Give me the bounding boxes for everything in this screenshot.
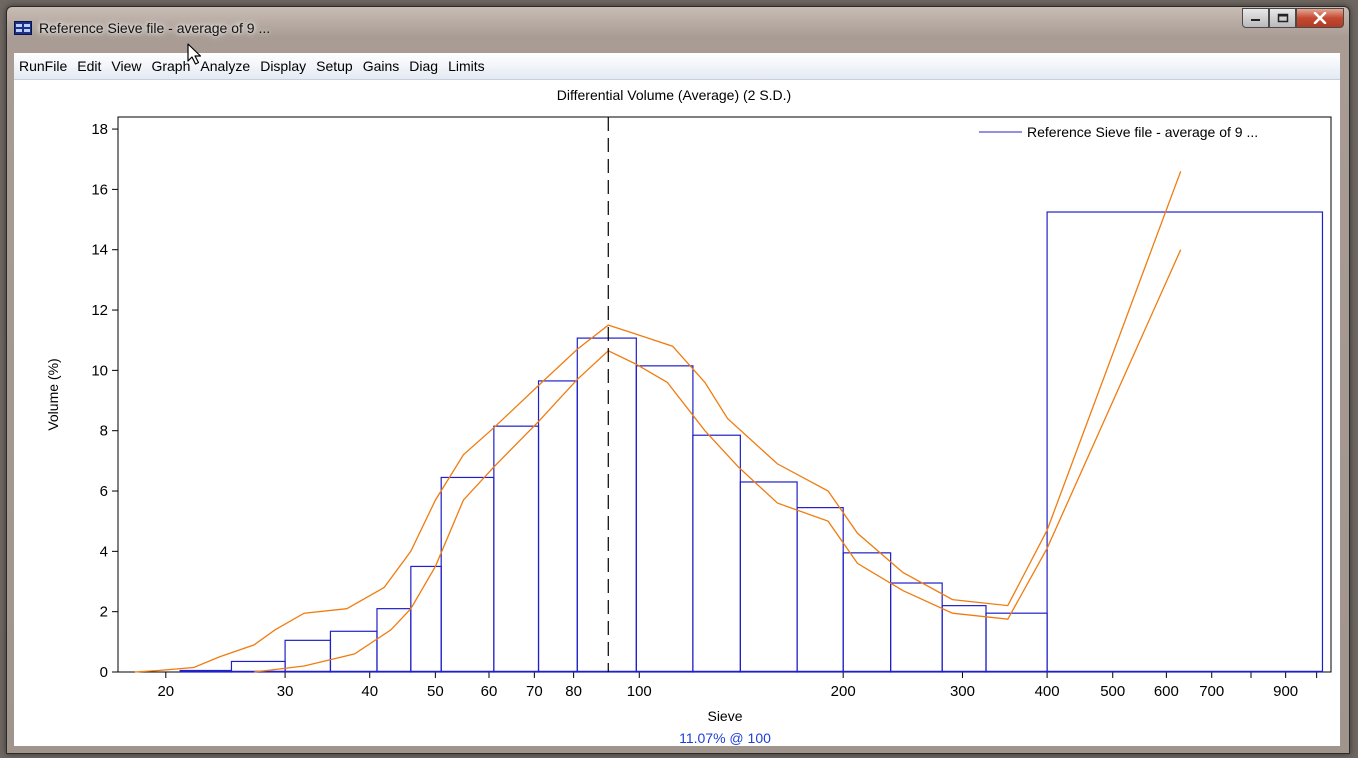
histogram-bar bbox=[376, 608, 412, 673]
mouse-cursor-icon bbox=[187, 43, 202, 65]
minimize-button[interactable] bbox=[1242, 8, 1269, 28]
minimize-icon bbox=[1251, 19, 1260, 21]
x-tick-label: 900 bbox=[1273, 683, 1298, 700]
chart-title: Differential Volume (Average) (2 S.D.) bbox=[557, 87, 791, 103]
menu-bar: RunFile Edit View Graph Analyze Display … bbox=[14, 53, 1340, 80]
plot-layer bbox=[112, 116, 1332, 678]
histogram-bar bbox=[692, 434, 741, 673]
y-tick-label: 12 bbox=[91, 302, 108, 319]
close-button[interactable] bbox=[1296, 8, 1344, 28]
menu-runfile[interactable]: RunFile bbox=[19, 58, 68, 74]
y-tick-label: 8 bbox=[100, 423, 108, 440]
y-tick-label: 18 bbox=[91, 121, 108, 138]
app-icon[interactable] bbox=[14, 21, 32, 35]
x-tick-label: 60 bbox=[481, 683, 498, 700]
histogram-bar bbox=[493, 425, 540, 673]
x-tick-label: 200 bbox=[831, 683, 856, 700]
menu-limits[interactable]: Limits bbox=[448, 58, 485, 74]
y-tick-label: 0 bbox=[100, 664, 108, 681]
x-tick-label: 500 bbox=[1100, 683, 1125, 700]
x-tick-label: 70 bbox=[526, 683, 543, 700]
chart-area[interactable]: Differential Volume (Average) (2 S.D.) V… bbox=[14, 80, 1340, 746]
menu-display[interactable]: Display bbox=[260, 58, 307, 74]
x-tick-label: 700 bbox=[1199, 683, 1224, 700]
y-axis-label: Volume (%) bbox=[45, 358, 61, 430]
upper-bound-line bbox=[134, 171, 1182, 673]
maximize-button[interactable] bbox=[1269, 8, 1296, 28]
histogram-bar bbox=[842, 552, 892, 673]
caption-buttons bbox=[1242, 8, 1344, 28]
x-tick-label: 50 bbox=[427, 683, 444, 700]
menu-analyze[interactable]: Analyze bbox=[200, 58, 251, 74]
window-title: Reference Sieve file - average of 9 ... bbox=[39, 20, 271, 36]
x-tick-label: 20 bbox=[157, 683, 174, 700]
x-tick-label: 300 bbox=[950, 683, 975, 700]
histogram-bar bbox=[440, 476, 495, 673]
maximize-icon bbox=[1277, 13, 1288, 23]
close-icon bbox=[1313, 12, 1327, 24]
y-tick-label: 10 bbox=[91, 362, 108, 379]
differential-volume-chart[interactable]: Differential Volume (Average) (2 S.D.) V… bbox=[14, 80, 1340, 746]
histogram-bar bbox=[537, 380, 578, 673]
y-tick-label: 6 bbox=[100, 483, 108, 500]
legend[interactable]: Reference Sieve file - average of 9 ... bbox=[979, 124, 1258, 140]
x-tick-label: 100 bbox=[627, 683, 652, 700]
histogram-bar bbox=[1046, 211, 1324, 673]
plot-frame bbox=[117, 116, 1332, 673]
histogram-bar bbox=[230, 660, 286, 673]
histogram-bar bbox=[635, 365, 694, 673]
x-tick-label: 30 bbox=[277, 683, 294, 700]
menu-setup[interactable]: Setup bbox=[316, 58, 353, 74]
y-tick-label: 16 bbox=[91, 181, 108, 198]
y-tick-label: 2 bbox=[100, 604, 108, 621]
histogram-bar bbox=[739, 481, 798, 673]
histogram-bar bbox=[329, 630, 378, 673]
x-tick-label: 80 bbox=[565, 683, 582, 700]
menu-edit[interactable]: Edit bbox=[77, 58, 102, 74]
menu-gains[interactable]: Gains bbox=[362, 58, 400, 74]
title-bar[interactable]: Reference Sieve file - average of 9 ... bbox=[7, 7, 1349, 53]
legend-entry: Reference Sieve file - average of 9 ... bbox=[1027, 124, 1258, 140]
menu-graph[interactable]: Graph bbox=[151, 58, 191, 74]
cursor-readout: 11.07% @ 100 bbox=[679, 730, 771, 746]
y-tick-label: 4 bbox=[100, 543, 108, 560]
x-tick-label: 400 bbox=[1035, 683, 1060, 700]
histogram-bar bbox=[985, 612, 1048, 673]
x-tick-label: 40 bbox=[361, 683, 378, 700]
y-tick-label: 14 bbox=[91, 242, 108, 259]
histogram-bar bbox=[576, 337, 637, 673]
x-tick-label: 600 bbox=[1154, 683, 1179, 700]
app-window: Reference Sieve file - average of 9 ... … bbox=[6, 6, 1350, 754]
menu-diag[interactable]: Diag bbox=[409, 58, 439, 74]
lower-bound-line bbox=[254, 249, 1182, 673]
x-axis-label: Sieve bbox=[707, 708, 742, 724]
menu-view[interactable]: View bbox=[111, 58, 142, 74]
